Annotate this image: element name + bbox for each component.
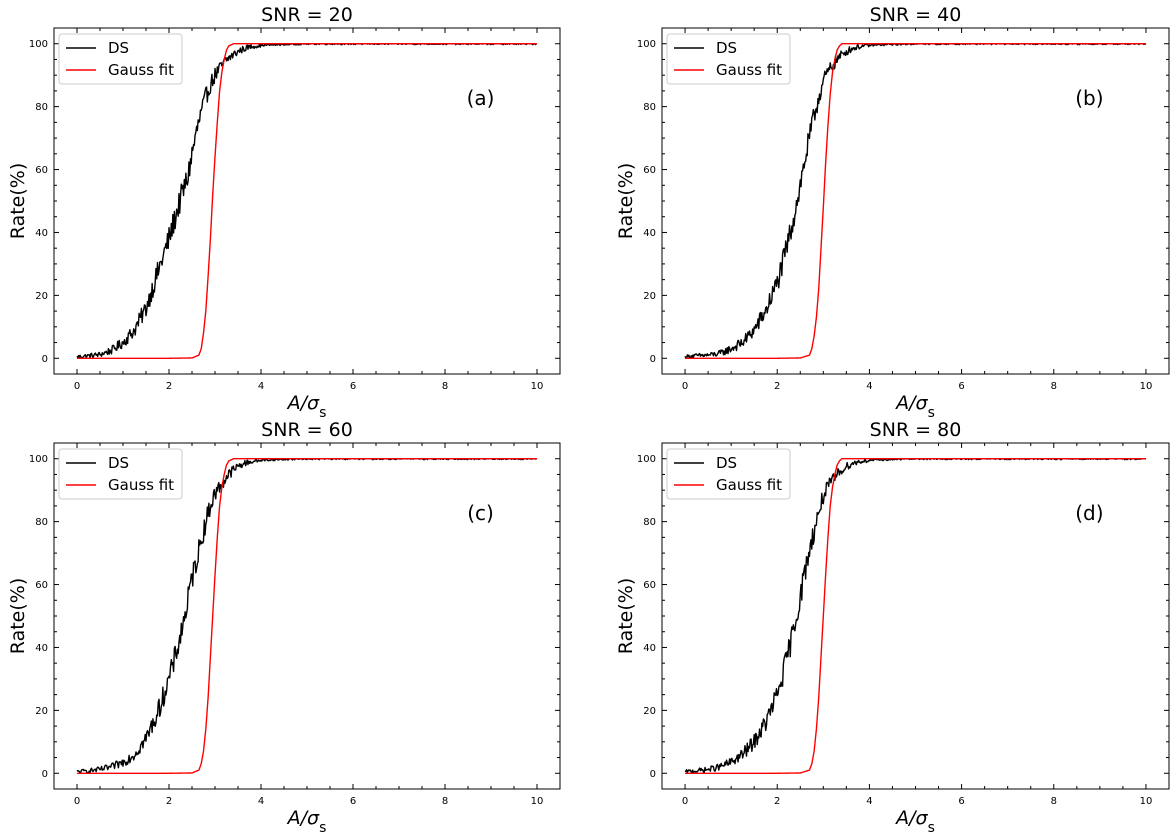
y-axis-label: Rate(%): [7, 163, 29, 239]
x-tick-label: 6: [350, 796, 356, 807]
x-tick-label: 0: [682, 796, 688, 807]
y-tick-label: 0: [650, 769, 656, 780]
x-tick-label: 8: [442, 381, 448, 392]
x-tick-label: 4: [258, 381, 264, 392]
y-tick-label: 100: [637, 454, 656, 465]
y-tick-label: 80: [643, 102, 656, 113]
ticks: [53, 442, 561, 790]
x-tick-label: 8: [1051, 381, 1057, 392]
panel-tag: (a): [467, 86, 495, 110]
legend-entry: DS: [108, 454, 129, 472]
chart-title: SNR = 20: [261, 4, 353, 26]
y-tick-label: 60: [643, 165, 656, 176]
y-tick-label: 40: [643, 643, 656, 654]
legend-box: [666, 33, 791, 85]
legend: DS Gauss fit: [666, 33, 791, 85]
x-axis-label: A/σs: [286, 392, 327, 421]
chart-title: SNR = 40: [870, 4, 962, 26]
y-tick-label: 80: [35, 102, 48, 113]
x-tick-label: 2: [774, 796, 780, 807]
y-tick-label: 60: [35, 580, 48, 591]
series-gauss-fit-line: [685, 43, 1146, 359]
y-tick-label: 80: [35, 517, 48, 528]
x-tick-label: 6: [350, 381, 356, 392]
y-tick-label: 60: [643, 580, 656, 591]
chart-title: SNR = 80: [870, 419, 962, 441]
x-tick-label: 2: [166, 796, 172, 807]
x-tick-label: 0: [74, 796, 80, 807]
x-tick-label: 10: [531, 796, 544, 807]
legend: DS Gauss fit: [666, 448, 791, 500]
legend-box: [58, 448, 183, 500]
ticks: [661, 442, 1170, 790]
x-tick-label: 10: [1140, 796, 1153, 807]
legend-entry: Gauss fit: [108, 476, 174, 494]
y-tick-label: 80: [643, 517, 656, 528]
y-tick-label: 40: [643, 228, 656, 239]
y-axis-label: Rate(%): [7, 578, 29, 654]
x-axis-label: A/σs: [286, 807, 327, 833]
y-tick-label: 40: [35, 643, 48, 654]
panel-tag: (c): [467, 501, 494, 525]
legend-entry: Gauss fit: [108, 61, 174, 79]
y-axis-label: Rate(%): [615, 578, 637, 654]
legend: DS Gauss fit: [58, 33, 183, 85]
series-gauss-fit-line: [77, 458, 537, 774]
x-axis-label: A/σs: [894, 807, 935, 833]
x-tick-label: 0: [682, 381, 688, 392]
legend-entry: Gauss fit: [716, 476, 782, 494]
y-tick-label: 40: [35, 228, 48, 239]
chart-title: SNR = 60: [261, 419, 353, 441]
x-tick-label: 2: [774, 381, 780, 392]
panel-tag: (b): [1075, 86, 1103, 110]
y-tick-label: 60: [35, 165, 48, 176]
legend-entry: DS: [716, 39, 737, 57]
legend-box: [666, 448, 791, 500]
x-tick-label: 10: [1140, 381, 1153, 392]
ticks: [661, 27, 1170, 375]
legend: DS Gauss fit: [58, 448, 183, 500]
x-tick-label: 4: [866, 381, 872, 392]
x-tick-label: 10: [531, 381, 544, 392]
y-tick-label: 100: [29, 39, 48, 50]
x-axis-label: A/σs: [894, 392, 935, 421]
y-tick-label: 20: [35, 706, 48, 717]
x-tick-label: 8: [1051, 796, 1057, 807]
y-tick-label: 0: [42, 769, 48, 780]
x-tick-label: 4: [866, 796, 872, 807]
x-tick-label: 2: [166, 381, 172, 392]
x-tick-label: 4: [258, 796, 264, 807]
y-tick-label: 20: [643, 291, 656, 302]
legend-entry: DS: [108, 39, 129, 57]
ticks: [53, 27, 561, 375]
x-tick-label: 0: [74, 381, 80, 392]
y-tick-label: 0: [650, 354, 656, 365]
y-tick-label: 100: [29, 454, 48, 465]
x-tick-label: 6: [958, 796, 964, 807]
legend-entry: Gauss fit: [716, 61, 782, 79]
series-gauss-fit-line: [77, 43, 537, 359]
x-tick-label: 6: [958, 381, 964, 392]
legend-box: [58, 33, 183, 85]
y-axis-label: Rate(%): [615, 163, 637, 239]
y-tick-label: 0: [42, 354, 48, 365]
panel-tag: (d): [1075, 501, 1103, 525]
y-tick-label: 20: [643, 706, 656, 717]
y-tick-label: 100: [637, 39, 656, 50]
x-tick-label: 8: [442, 796, 448, 807]
y-tick-label: 20: [35, 291, 48, 302]
legend-entry: DS: [716, 454, 737, 472]
series-gauss-fit-line: [685, 458, 1146, 774]
